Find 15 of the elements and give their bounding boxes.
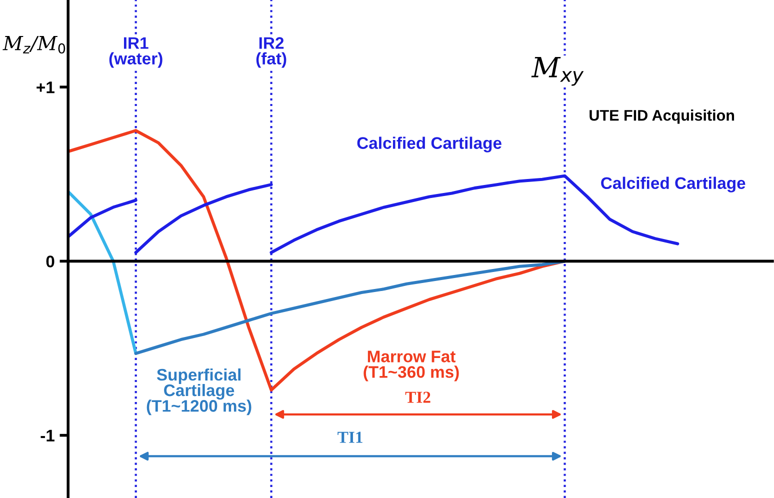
annotation: M$_{xy}$ [531, 56, 584, 86]
y-tick-label: 0 [46, 256, 54, 268]
annotation: UTE FID Acquisition [590, 110, 734, 124]
y-tick-label: +1 [36, 82, 54, 94]
annotation: Calcified Cartilage [357, 136, 502, 152]
y-axis-title: M$_{z}$/M$_{0}$ [2, 36, 66, 54]
annotation: TI2 [405, 392, 430, 403]
annotation: Calcified Cartilage [601, 176, 746, 192]
annotation: IR1 (water) [109, 37, 162, 68]
line-series [68, 190, 138, 356]
annotation: Superficial Cartilage (T1~1200 ms) [146, 368, 252, 416]
annotation: Marrow Fat (T1~360 ms) [364, 350, 459, 382]
annotation: TI1 [338, 432, 362, 443]
annotation: IR2 (fat) [256, 37, 286, 68]
y-tick-label: -1 [40, 430, 54, 442]
